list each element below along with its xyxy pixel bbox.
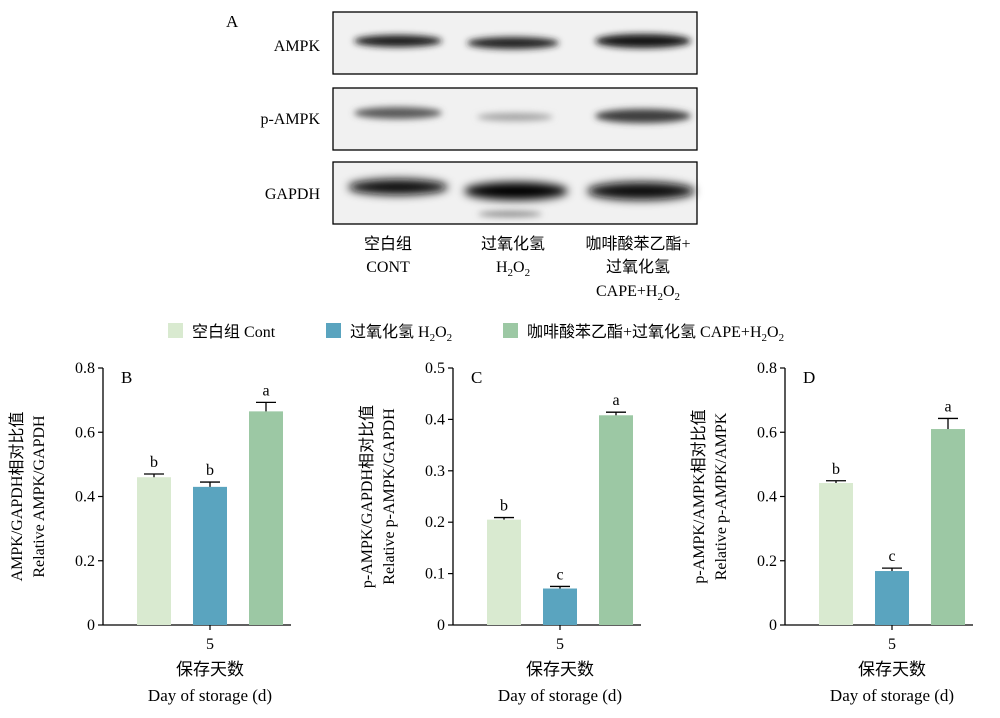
y-axis-label-zh: p-AMPK/AMPK相对比值 bbox=[690, 409, 708, 583]
y-tick-label: 0.2 bbox=[75, 553, 95, 570]
significance-letter-cape: a bbox=[612, 392, 619, 409]
y-tick-label: 0.4 bbox=[75, 489, 95, 506]
x-axis-label-en: Day of storage (d) bbox=[148, 686, 272, 705]
y-tick-label: 0.3 bbox=[425, 463, 445, 480]
y-axis-label-en: Relative p-AMPK/GAPDH bbox=[381, 408, 398, 585]
panel-letter: C bbox=[471, 368, 482, 387]
x-axis-label-en: Day of storage (d) bbox=[498, 686, 622, 705]
y-tick-label: 0 bbox=[87, 617, 95, 634]
y-axis-label-zh: p-AMPK/GAPDH相对比值 bbox=[358, 405, 376, 588]
bar-cape bbox=[931, 429, 965, 625]
blot-gapdh-band-cont bbox=[348, 179, 448, 195]
bar-h2o2 bbox=[193, 486, 227, 625]
y-tick-label: 0.6 bbox=[75, 424, 95, 441]
blot-label-gapdh: GAPDH bbox=[265, 186, 321, 203]
y-tick-label: 0.2 bbox=[425, 514, 445, 531]
lane-label-cape-zh-line1: 咖啡酸苯乙酯+ bbox=[585, 235, 690, 253]
y-tick-label: 0 bbox=[769, 617, 777, 634]
bar-cont bbox=[819, 483, 853, 625]
bar-cape bbox=[599, 415, 633, 625]
legend: 空白组 Cont 过氧化氢 H2O2 咖啡酸苯乙酯+过氧化氢 CAPE+H2O2 bbox=[168, 323, 784, 344]
blot-ampk-band-cape bbox=[595, 34, 691, 48]
blot-gapdh bbox=[332, 161, 698, 225]
y-tick-label: 0.1 bbox=[425, 566, 445, 583]
blot-ampk bbox=[332, 11, 698, 75]
bar-chart-c: 0 0.1 0.2 0.3 0.4 0.5 Cb c a 5 保存天数 Day of storage … bbox=[358, 360, 641, 705]
blot-p-ampk-band-h2o2 bbox=[477, 113, 553, 121]
blot-label-p-ampk: p-AMPK bbox=[260, 111, 320, 128]
y-axis-label-en: Relative p-AMPK/AMPK bbox=[713, 412, 730, 580]
panel-a-western-blot: A AMPK p-AMPK GAPDH 空白组 CONT bbox=[226, 11, 698, 303]
significance-letter-cape: a bbox=[944, 398, 951, 415]
significance-letter-h2o2: b bbox=[206, 462, 214, 479]
significance-letter-h2o2: c bbox=[888, 548, 895, 565]
panel-a-letter: A bbox=[226, 12, 239, 31]
significance-letter-cont: b bbox=[832, 461, 840, 478]
y-axis-label-en: Relative AMPK/GAPDH bbox=[31, 415, 48, 578]
lane-label-cape-en: CAPE+H2O2 bbox=[596, 283, 680, 303]
x-axis-label-zh: 保存天数 bbox=[858, 660, 926, 679]
legend-label-cont: 空白组 Cont bbox=[192, 323, 276, 341]
legend-label-h2o2: 过氧化氢 H2O2 bbox=[350, 323, 452, 344]
bar-h2o2 bbox=[543, 588, 577, 625]
legend-swatch-cont bbox=[168, 323, 183, 338]
blot-p-ampk bbox=[332, 87, 698, 151]
lane-label-cape-zh-line2: 过氧化氢 bbox=[606, 258, 670, 276]
bar-chart-b: 0 0.2 0.4 0.6 0.8 Bb b a 5 保存天数 Day of storage (d)… bbox=[8, 360, 291, 705]
bar-chart-d: 0 0.2 0.4 0.6 0.8 Db c a 5 保存天数 Day of storage (d)… bbox=[690, 360, 973, 705]
blot-gapdh-band-h2o2 bbox=[464, 182, 568, 200]
significance-letter-cape: a bbox=[262, 382, 269, 399]
bar-cape bbox=[249, 411, 283, 625]
blot-gapdh-smear bbox=[478, 211, 542, 217]
significance-letter-cont: b bbox=[150, 454, 158, 471]
lane-label-h2o2-zh: 过氧化氢 bbox=[481, 235, 545, 253]
x-tick-label: 5 bbox=[556, 636, 564, 653]
significance-letter-h2o2: c bbox=[556, 566, 563, 583]
y-tick-label: 0.8 bbox=[757, 360, 777, 377]
blot-p-ampk-band-cont bbox=[354, 107, 442, 119]
legend-swatch-cape bbox=[503, 323, 518, 338]
panel-letter: B bbox=[121, 368, 132, 387]
panel-letter: D bbox=[803, 368, 815, 387]
lane-label-cont-en: CONT bbox=[366, 259, 410, 276]
blot-gapdh-band-cape bbox=[587, 182, 695, 200]
significance-letter-cont: b bbox=[500, 498, 508, 515]
blot-ampk-band-h2o2 bbox=[467, 37, 559, 49]
bar-cont bbox=[137, 477, 171, 625]
legend-label-cape: 咖啡酸苯乙酯+过氧化氢 CAPE+H2O2 bbox=[527, 323, 784, 344]
x-tick-label: 5 bbox=[206, 636, 214, 653]
x-tick-label: 5 bbox=[888, 636, 896, 653]
y-tick-label: 0 bbox=[437, 617, 445, 634]
bar-h2o2 bbox=[875, 571, 909, 625]
legend-item-cont: 空白组 Cont bbox=[168, 323, 276, 341]
legend-swatch-h2o2 bbox=[326, 323, 341, 338]
bar-cont bbox=[487, 519, 521, 625]
x-axis-label-zh: 保存天数 bbox=[176, 660, 244, 679]
y-tick-label: 0.2 bbox=[757, 553, 777, 570]
x-axis-label-zh: 保存天数 bbox=[526, 660, 594, 679]
x-axis-label-en: Day of storage (d) bbox=[830, 686, 954, 705]
lane-label-h2o2-en: H2O2 bbox=[496, 259, 530, 279]
blot-label-ampk: AMPK bbox=[274, 38, 321, 55]
legend-item-cape: 咖啡酸苯乙酯+过氧化氢 CAPE+H2O2 bbox=[503, 323, 784, 344]
blot-p-ampk-band-cape bbox=[595, 109, 691, 123]
y-tick-label: 0.4 bbox=[757, 489, 777, 506]
y-tick-label: 0.8 bbox=[75, 360, 95, 377]
blot-ampk-band-cont bbox=[354, 35, 442, 47]
lane-label-cont-zh: 空白组 bbox=[364, 235, 412, 253]
y-axis-label-zh: AMPK/GAPDH相对比值 bbox=[8, 412, 26, 582]
legend-item-h2o2: 过氧化氢 H2O2 bbox=[326, 323, 452, 344]
y-tick-label: 0.5 bbox=[425, 360, 445, 377]
y-tick-label: 0.6 bbox=[757, 424, 777, 441]
y-tick-label: 0.4 bbox=[425, 411, 445, 428]
